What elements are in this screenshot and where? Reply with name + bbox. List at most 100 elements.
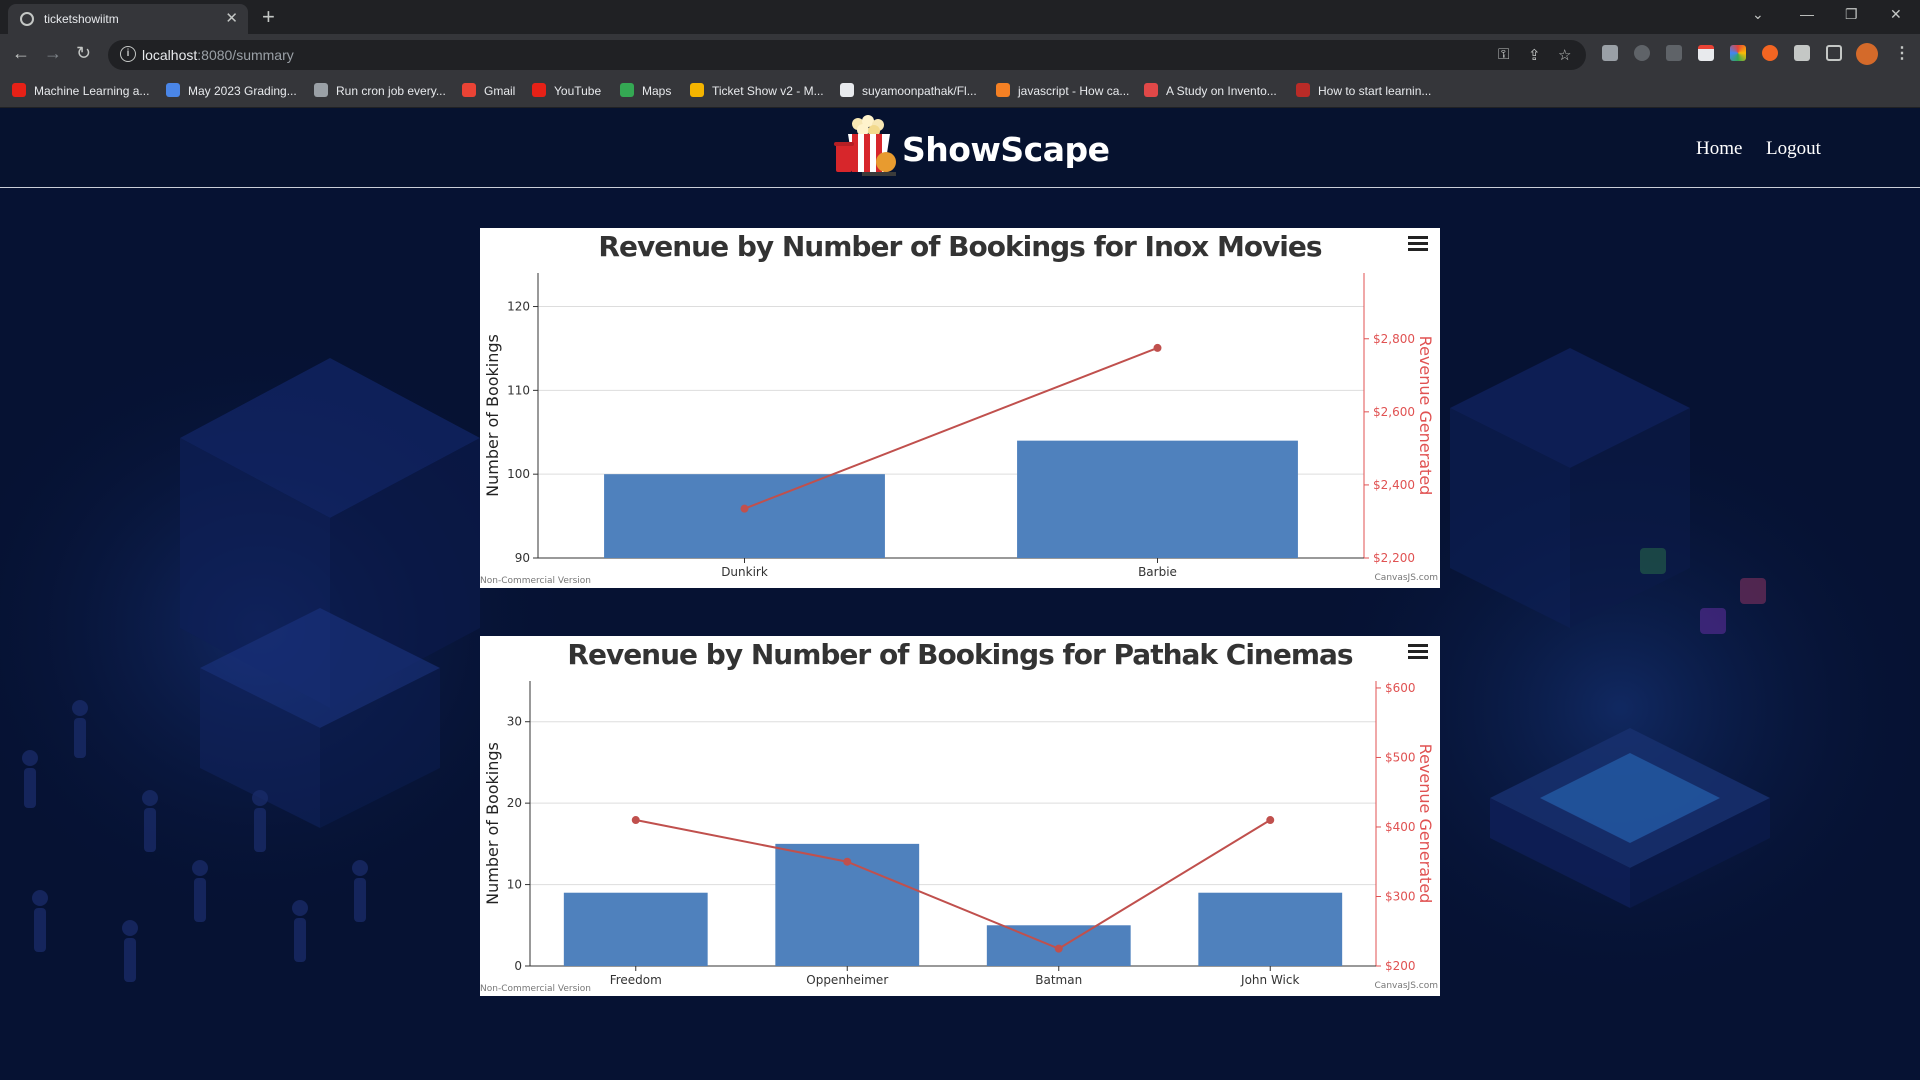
bookmark-favicon-icon (1144, 83, 1158, 97)
bookmark-star-icon[interactable]: ☆ (1558, 47, 1572, 64)
bookmarks-bar: Machine Learning a... May 2023 Grading..… (0, 76, 1920, 108)
close-window-icon[interactable]: ✕ (1890, 6, 1902, 22)
extension-icon[interactable] (1762, 45, 1778, 61)
revenue-point (1153, 343, 1162, 352)
y2-tick-label: $300 (1385, 889, 1416, 903)
y-tick-label: 0 (514, 959, 522, 973)
site-info-icon[interactable]: i (120, 46, 136, 62)
restore-icon[interactable]: ❐ (1845, 6, 1858, 22)
bookmark-favicon-icon (462, 83, 476, 97)
extension-icon[interactable] (1602, 45, 1618, 61)
y2-tick-label: $2,800 (1373, 332, 1415, 346)
bar (563, 892, 708, 966)
bookmark-item[interactable]: YouTube (532, 83, 601, 101)
x-tick-label: John Wick (1240, 973, 1299, 987)
extension-icon[interactable] (1634, 45, 1650, 61)
extension-icon[interactable] (1698, 45, 1714, 61)
x-tick-label: Barbie (1138, 565, 1177, 579)
bar (1017, 440, 1298, 558)
bar (604, 474, 885, 558)
bar (1198, 892, 1343, 966)
bookmark-favicon-icon (166, 83, 180, 97)
back-icon[interactable]: ← (12, 43, 30, 63)
x-tick-label: Dunkirk (721, 565, 768, 579)
y2-axis-title: Revenue Generated (1416, 336, 1435, 496)
chart-inox-movies: Revenue by Number of Bookings for Inox M… (480, 228, 1440, 588)
popcorn-icon (834, 115, 896, 176)
forward-icon[interactable]: → (44, 43, 62, 63)
chart-canvas: Revenue by Number of Bookings for Pathak… (480, 638, 1438, 994)
y2-tick-label: $600 (1385, 681, 1416, 695)
bookmark-favicon-icon (1296, 83, 1310, 97)
more-menu-icon[interactable]: ⋮ (1894, 45, 1910, 62)
bookmark-item[interactable]: Maps (620, 83, 671, 101)
y-tick-label: 10 (507, 878, 522, 892)
y2-tick-label: $2,400 (1373, 478, 1415, 492)
bookmark-item[interactable]: Gmail (462, 83, 515, 101)
x-tick-label: Oppenheimer (806, 973, 888, 987)
y-axis-title: Number of Bookings (483, 334, 502, 497)
y-axis-title: Number of Bookings (483, 742, 502, 905)
puzzle-icon[interactable] (1794, 45, 1810, 61)
page-viewport: ShowScape Home Logout Revenue by Number … (0, 108, 1920, 1080)
bookmark-favicon-icon (12, 83, 26, 97)
y2-tick-label: $400 (1385, 820, 1416, 834)
bookmark-favicon-icon (690, 83, 704, 97)
extension-icon[interactable] (1666, 45, 1682, 61)
reload-icon[interactable]: ↻ (76, 43, 92, 63)
bookmark-favicon-icon (620, 83, 634, 97)
chart-credit-left: Non-Commercial Version (480, 984, 591, 994)
y2-tick-label: $200 (1385, 959, 1416, 973)
bookmark-item[interactable]: Machine Learning a... (12, 83, 149, 101)
revenue-point (740, 504, 749, 513)
revenue-point (843, 857, 852, 866)
revenue-line (744, 346, 1158, 510)
brand-name: ShowScape (902, 130, 1110, 169)
side-panel-icon[interactable] (1826, 45, 1842, 61)
y-tick-label: 90 (515, 551, 530, 565)
revenue-point (1266, 816, 1275, 825)
bookmark-item[interactable]: A Study on Invento... (1144, 83, 1277, 101)
extension-icon[interactable] (1730, 45, 1746, 61)
chart-title: Revenue by Number of Bookings for Inox M… (598, 230, 1321, 263)
y-tick-label: 110 (507, 383, 530, 397)
revenue-line (635, 819, 1271, 950)
bookmark-item[interactable]: suyamoonpathak/Fl... (840, 83, 977, 101)
profile-avatar[interactable] (1856, 43, 1878, 65)
revenue-point (1054, 944, 1063, 953)
background-illustration (0, 328, 1920, 1008)
globe-icon (20, 12, 34, 26)
chart-pathak-cinemas: Revenue by Number of Bookings for Pathak… (480, 636, 1440, 996)
chart-menu-icon[interactable] (1408, 236, 1428, 254)
tab-title: ticketshowiitm (44, 12, 119, 26)
bookmark-item[interactable]: How to start learnin... (1296, 83, 1431, 101)
y-tick-label: 20 (507, 796, 522, 810)
close-tab-icon[interactable]: ✕ (225, 10, 238, 27)
bookmark-item[interactable]: javascript - How ca... (996, 83, 1129, 101)
tab-search-icon[interactable]: ⌄ (1752, 6, 1764, 22)
site-logo[interactable]: ShowScape (832, 114, 1110, 180)
browser-tab-strip: ticketshowiitm ✕ + ⌄ — ❐ ✕ (0, 0, 1920, 34)
bookmark-item[interactable]: Ticket Show v2 - M... (690, 83, 824, 101)
address-bar[interactable]: i localhost:8080/summary ⚿ ⇪ ☆ (108, 40, 1586, 70)
browser-tab[interactable]: ticketshowiitm ✕ (8, 4, 248, 34)
nav-logout-link[interactable]: Logout (1766, 138, 1821, 159)
address-url: localhost:8080/summary (142, 47, 294, 63)
minimize-icon[interactable]: — (1800, 6, 1814, 22)
bookmark-favicon-icon (532, 83, 546, 97)
y2-tick-label: $2,200 (1373, 551, 1415, 565)
key-icon[interactable]: ⚿ (1498, 46, 1510, 63)
bookmark-favicon-icon (996, 83, 1010, 97)
share-icon[interactable]: ⇪ (1528, 47, 1541, 64)
y2-axis-title: Revenue Generated (1416, 744, 1435, 904)
y2-tick-label: $2,600 (1373, 405, 1415, 419)
new-tab-icon[interactable]: + (262, 4, 275, 29)
bookmark-item[interactable]: Run cron job every... (314, 83, 446, 101)
bookmark-favicon-icon (840, 83, 854, 97)
bookmark-item[interactable]: May 2023 Grading... (166, 83, 297, 101)
x-tick-label: Batman (1035, 973, 1082, 987)
chart-credit-left: Non-Commercial Version (480, 576, 591, 586)
x-tick-label: Freedom (610, 973, 662, 987)
chart-menu-icon[interactable] (1408, 644, 1428, 662)
nav-home-link[interactable]: Home (1696, 138, 1743, 159)
